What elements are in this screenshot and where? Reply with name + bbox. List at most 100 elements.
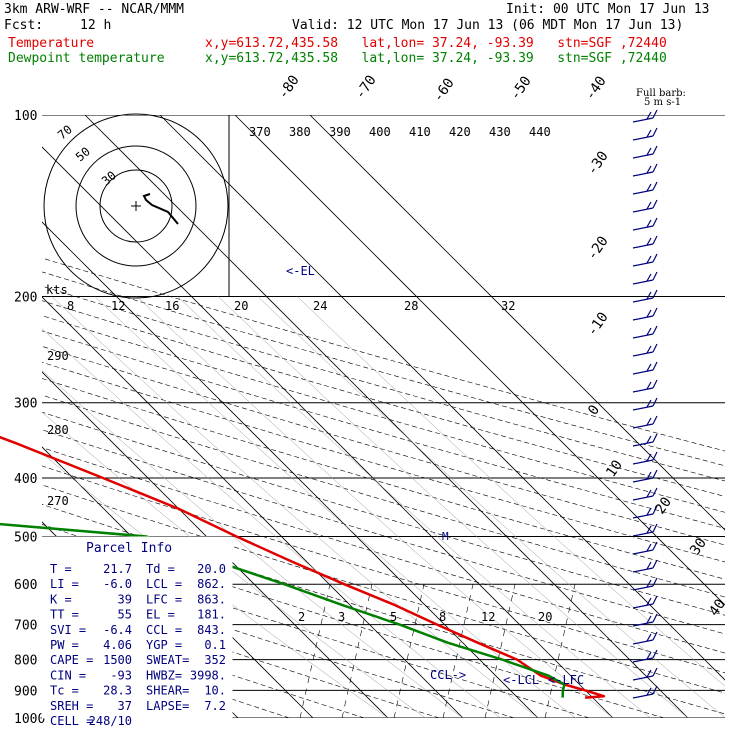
parcel-value: 20.0 (197, 562, 226, 576)
parcel-label: LI = (50, 577, 79, 591)
dewpoint-legend: Dewpoint temperature (8, 51, 165, 66)
wind-barb (632, 433, 658, 447)
parcel-label: CAPE = (50, 653, 93, 667)
parcel-label: TT = (50, 608, 79, 622)
isotherm (159, 115, 725, 681)
dry-adiabat (42, 257, 725, 452)
parcel-value: 863. (197, 592, 226, 606)
isotherm-label: 0 (585, 402, 603, 418)
moist-adiabat (177, 296, 651, 718)
parcel-label: SHEAR= (146, 684, 189, 698)
wind-barb (632, 163, 658, 177)
wind-barb (632, 415, 658, 429)
wind-barb (632, 397, 658, 411)
moist-adiabat (42, 411, 426, 718)
parcel-value: 352 (204, 653, 226, 667)
hodograph-units: kts (46, 283, 68, 297)
isotherm (84, 115, 689, 718)
parcel-label: PW = (50, 638, 79, 652)
parcel-label: HWBZ= (146, 668, 182, 682)
parcel-value: 181. (197, 608, 226, 622)
init-time: Init: 00 UTC Mon 17 Jun 13 (506, 2, 710, 17)
parcel-label: T = (50, 562, 72, 576)
parcel-value: 4.06 (103, 638, 132, 652)
theta-label: 410 (409, 125, 431, 139)
left-theta-label: 270 (47, 494, 69, 508)
parcel-label: CCL = (146, 623, 182, 637)
dry-adiabat (42, 285, 725, 482)
wind-barb (632, 451, 658, 465)
dry-adiabat (42, 610, 365, 718)
dry-adiabat (42, 300, 725, 497)
isotherm (42, 296, 464, 718)
ccl-annotation: CCL-> (430, 668, 466, 682)
hodograph-ring-label: 30 (99, 168, 119, 188)
wind-barb (632, 667, 658, 681)
wind-barb (632, 523, 658, 537)
mixing-ratio-label: 12 (481, 610, 495, 624)
isotherm (234, 115, 725, 606)
wind-barb (632, 271, 658, 285)
moist-adiabat (94, 296, 576, 718)
isotherm-label: -10 (584, 309, 612, 339)
parcel-value: -93 (110, 668, 132, 682)
lcl-annotation: <-LCL (503, 673, 539, 687)
parcel-label: K = (50, 592, 72, 606)
theta-label: 380 (289, 125, 311, 139)
wind-barb (632, 343, 658, 357)
wind-barb (632, 109, 658, 123)
wind-barb (632, 361, 658, 375)
isotherm-label: -50 (507, 73, 535, 103)
isotherm (0, 115, 13, 718)
parcel-label: Td = (146, 562, 175, 576)
mixing-ratio-label: 8 (439, 610, 446, 624)
hodograph-trace (142, 193, 179, 225)
dry-adiabat (42, 361, 725, 563)
hodograph-ring-label: 50 (73, 144, 93, 164)
parcel-value: 55 (118, 608, 132, 622)
parcel-value: 10. (204, 684, 226, 698)
pressure-label: 300 (14, 397, 37, 412)
mixing-ratio-label: 2 (298, 610, 305, 624)
hodograph-ring (99, 169, 173, 243)
dry-adiabat (42, 447, 725, 654)
thetae-label: 16 (165, 299, 179, 313)
parcel-value: 37 (118, 699, 132, 713)
mixing-ratio-label: 20 (538, 610, 552, 624)
dry-adiabat (42, 315, 725, 513)
moist-adiabat (42, 328, 501, 718)
parcel-label: SREH = (50, 699, 93, 713)
wind-barb (632, 181, 658, 195)
wind-barb (632, 685, 658, 699)
temperature-location: x,y=613.72,435.58 lat,lon= 37.24, -93.39… (205, 36, 667, 51)
pressure-label: 1000 (14, 712, 45, 727)
parcel-value: -6.0 (103, 577, 132, 591)
isotherm (42, 146, 614, 718)
theta-label: 370 (249, 125, 271, 139)
isotherm-label: -20 (584, 233, 612, 263)
thetae-label: 8 (67, 299, 74, 313)
dry-adiabat (42, 484, 725, 694)
parcel-value: 7.2 (204, 699, 226, 713)
parcel-label: SVI = (50, 623, 86, 637)
isotherm-label: -70 (352, 72, 380, 102)
wind-barb (632, 577, 658, 591)
dry-adiabat (42, 565, 515, 718)
thetae-label: 12 (111, 299, 125, 313)
lfc-annotation: <-LFC (548, 673, 584, 687)
dry-adiabat (42, 378, 725, 580)
parcel-label: SWEAT= (146, 653, 189, 667)
parcel-value: -6.4 (103, 623, 132, 637)
isotherm-label: -30 (584, 148, 612, 178)
forecast-hour: 12 h (80, 18, 112, 33)
parcel-label: LCL = (146, 577, 182, 591)
dry-adiabat (42, 411, 725, 616)
parcel-label: Tc = (50, 684, 79, 698)
el-annotation: <-EL (286, 264, 315, 278)
forecast-label: Fcst: (4, 18, 44, 33)
moist-adiabat (42, 370, 464, 718)
mixing-ratio-label: 3 (338, 610, 345, 624)
thetae-label: 24 (313, 299, 327, 313)
